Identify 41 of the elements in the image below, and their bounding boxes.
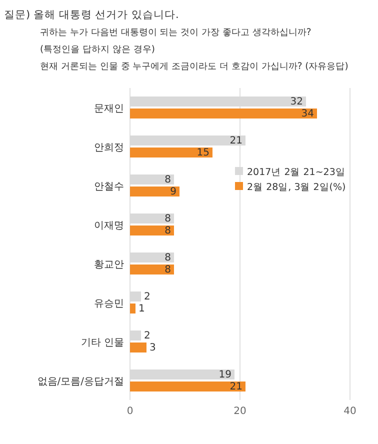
data-label: 21: [230, 136, 242, 146]
y-tick-label: 안희정: [94, 142, 124, 154]
y-tick-label: 유승민: [94, 298, 124, 310]
data-label: 8: [164, 174, 171, 186]
bar: [130, 382, 246, 392]
x-tick-label: 20: [234, 406, 246, 417]
data-label: 21: [230, 382, 242, 392]
text: (특정인을 답하지 않은 경우): [40, 44, 155, 55]
data-label: 8: [164, 252, 171, 264]
data-label: 8: [164, 226, 171, 236]
data-label: 34: [301, 108, 314, 120]
bar: [130, 304, 136, 314]
bar: [130, 264, 174, 274]
data-label: 2: [144, 330, 150, 342]
y-tick-label: 기타 인물: [80, 338, 124, 348]
data-label: 32: [290, 96, 303, 108]
data-label: 19: [218, 370, 232, 380]
legend-label: 2017년 2월 21~23일: [247, 167, 346, 178]
text: 현재 거론되는 인물 중 누구에게 조금이라도 더 호감이 가십니까? (자유응답): [40, 61, 348, 72]
x-tick-label: 0: [126, 406, 134, 417]
data-label: 1: [138, 304, 145, 314]
bar: [130, 342, 146, 352]
y-tick-label: 안철수: [94, 182, 124, 192]
bar: [130, 108, 317, 118]
data-label: 8: [164, 214, 171, 224]
y-tick-label: 없음/모름/응답거절: [37, 376, 124, 388]
bar: [130, 186, 180, 196]
data-label: 9: [170, 186, 176, 198]
data-label: 2: [144, 292, 150, 302]
bar: [130, 226, 174, 236]
data-label: 15: [196, 148, 210, 158]
x-tick-label: 40: [344, 406, 356, 417]
y-tick-label: 문재인: [94, 104, 124, 114]
bar: [130, 148, 212, 158]
chart-title: 질문) 올해 대통령 선거가 있습니다.: [4, 9, 179, 21]
data-label: 8: [164, 264, 171, 276]
text: 귀하는 누가 다음번 대통령이 되는 것이 가장 좋다고 생각하십니까?: [40, 27, 312, 38]
data-label: 3: [150, 342, 156, 354]
y-tick-label: 이재명: [94, 220, 124, 232]
y-tick-label: 황교안: [94, 260, 124, 270]
legend-label: 2월 28일, 3월 2일(%): [247, 182, 346, 193]
